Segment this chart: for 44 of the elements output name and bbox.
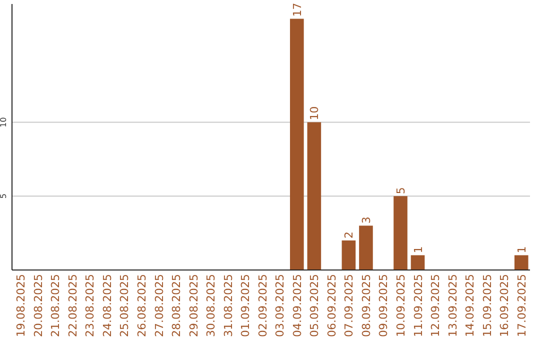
x-tick-label: 04.09.2025 (290, 274, 304, 337)
x-tick-label: 19.08.2025 (14, 274, 28, 337)
x-tick-label: 10.09.2025 (394, 274, 408, 337)
x-tick-label: 20.08.2025 (32, 274, 45, 337)
x-tick-label: 13.09.2025 (446, 274, 460, 337)
x-tick-label: 22.08.2025 (66, 274, 80, 337)
x-tick-label: 16.09.2025 (498, 274, 512, 337)
x-tick-label: 21.08.2025 (49, 274, 62, 337)
x-tick-label: 25.08.2025 (118, 274, 132, 337)
data-label: 10 (308, 106, 322, 120)
data-label: 17 (290, 2, 304, 17)
data-label: 2 (342, 231, 356, 238)
bar (342, 240, 356, 270)
bar (514, 255, 528, 270)
x-tick-label: 06.09.2025 (325, 274, 338, 337)
data-label: 5 (394, 187, 408, 194)
bar (394, 196, 408, 270)
x-tick-label: 17.09.2025 (515, 274, 528, 337)
x-tick-label: 09.09.2025 (377, 274, 390, 337)
data-label: 3 (360, 216, 373, 224)
bar (410, 255, 425, 270)
bar (359, 226, 373, 270)
bar (290, 18, 304, 270)
x-tick-label: 05.09.2025 (308, 274, 322, 337)
x-tick-label: 28.08.2025 (170, 274, 184, 337)
x-tick-label: 03.09.2025 (274, 274, 287, 337)
x-tick-label: 14.09.2025 (464, 274, 477, 337)
x-tick-label: 15.09.2025 (480, 274, 494, 337)
x-tick-label: 27.08.2025 (152, 274, 166, 337)
x-tick-label: 24.08.2025 (100, 274, 114, 337)
x-tick-label: 02.09.2025 (256, 274, 270, 337)
x-tick-label: 29.08.2025 (187, 274, 200, 337)
data-label: 1 (412, 246, 425, 254)
x-tick-label: 12.09.2025 (429, 274, 442, 337)
x-tick-label: 07.09.2025 (342, 274, 356, 337)
x-tick-label: 01.09.2025 (239, 274, 252, 337)
bar (307, 122, 322, 270)
x-tick-label: 26.08.2025 (136, 274, 148, 337)
x-tick-label: 31.08.2025 (222, 274, 235, 337)
x-tick-label: 30.08.2025 (204, 274, 218, 337)
x-tick-label: 23.08.2025 (84, 274, 97, 337)
data-label: 1 (515, 246, 528, 254)
x-tick-label: 08.09.2025 (360, 274, 373, 337)
x-tick-label: 11.09.2025 (412, 274, 425, 337)
